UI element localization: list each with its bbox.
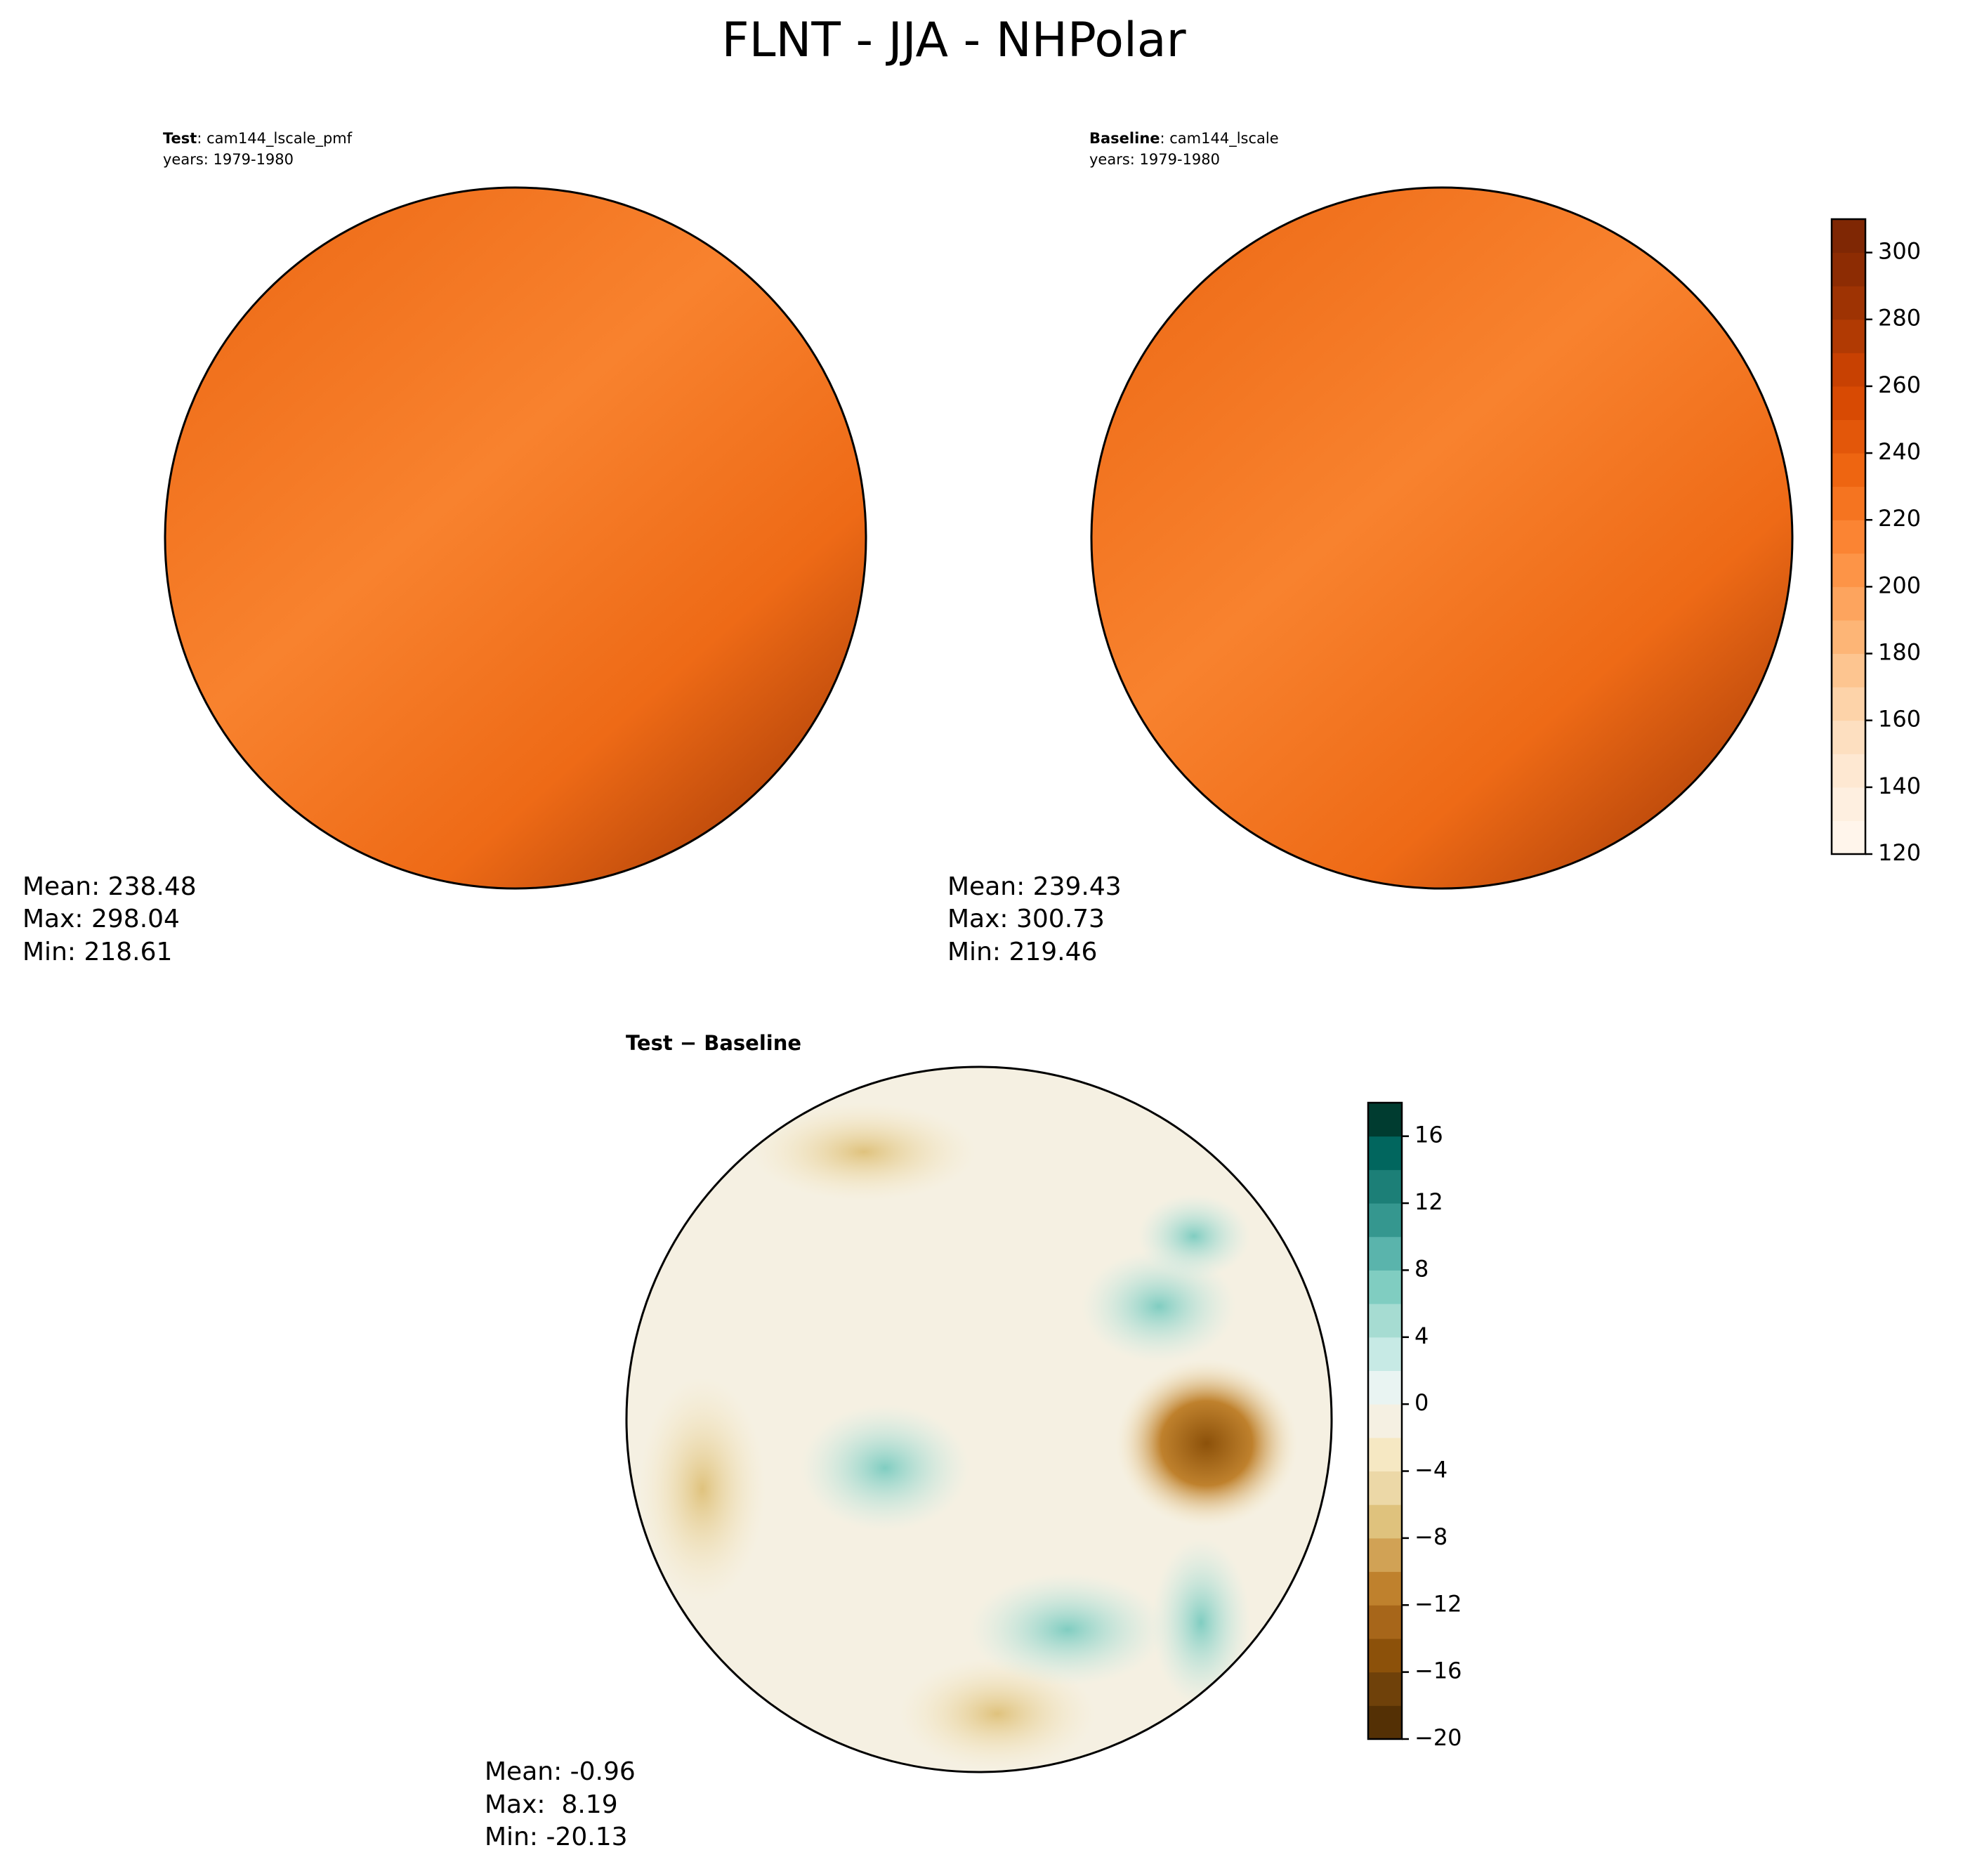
colorbar-band	[1832, 486, 1865, 520]
colorbar-band	[1368, 1672, 1402, 1706]
colorbar-tick-label: 0	[1414, 1389, 1429, 1416]
stat: Min: 219.46	[947, 938, 1097, 966]
colorbar-band	[1368, 1103, 1402, 1137]
colorbar-band	[1368, 1638, 1402, 1673]
colorbar-band	[1832, 619, 1865, 655]
colorbar-tick-label: 8	[1414, 1255, 1429, 1282]
colorbar-band	[1368, 1437, 1402, 1472]
colorbar-tick-label: 180	[1878, 639, 1921, 666]
colorbars: 120140160180200220240260280300−20−16−12−…	[1367, 218, 1921, 1751]
colorbar-frame	[1830, 218, 1867, 855]
map	[164, 186, 867, 890]
colorbar-frame	[1367, 1101, 1403, 1740]
colorbar-tick-label: 16	[1414, 1122, 1443, 1148]
stat: Min: -20.13	[485, 1823, 628, 1851]
panel-label: Test − Baseline	[626, 1031, 801, 1055]
colorbar-tick-label: 160	[1878, 706, 1921, 733]
colorbar-band	[1832, 252, 1865, 287]
colorbar-band	[1368, 1304, 1402, 1338]
colorbar-band	[1832, 219, 1865, 254]
stat: Max: 298.04	[22, 905, 180, 933]
panel-label: Test: cam144_lscale_pmf	[163, 130, 353, 147]
panel-test: Test: cam144_lscale_pmf years: 1979-1980…	[22, 130, 867, 966]
map-field	[639, 1103, 1298, 1770]
figure-title: FLNT - JJA - NHPolar	[721, 13, 1186, 68]
colorbar-band	[1832, 520, 1865, 554]
colorbar-tick-label: 240	[1878, 438, 1921, 465]
colorbar-band	[1832, 353, 1865, 387]
panel-label: Baseline: cam144_lscale	[1089, 130, 1279, 147]
colorbar-band	[1368, 1236, 1402, 1271]
stat: Min: 218.61	[22, 938, 172, 966]
colorbar-band	[1832, 820, 1865, 855]
case-text: : cam144_lscale_pmf	[197, 130, 352, 147]
stat: Mean: 238.48	[22, 872, 197, 901]
stat: Mean: -0.96	[485, 1757, 636, 1786]
colorbar-band	[1368, 1270, 1402, 1304]
colorbar-band	[1368, 1370, 1402, 1405]
colorbar-band	[1832, 319, 1865, 353]
colorbar-tick-label: 140	[1878, 773, 1921, 799]
panel-baseline: Baseline: cam144_lscale years: 1979-1980…	[947, 130, 1794, 966]
colorbar-tick-label: −8	[1414, 1523, 1447, 1550]
stat: Max: 300.73	[947, 905, 1105, 933]
colorbar-tick-label: 220	[1878, 505, 1921, 532]
case-name: Baseline	[1089, 130, 1160, 147]
colorbar-tick-label: −16	[1414, 1658, 1462, 1684]
colorbar-band	[1368, 1471, 1402, 1505]
colorbar-band	[1368, 1404, 1402, 1438]
colorbar-tick-label: −4	[1414, 1457, 1447, 1483]
colorbar-band	[1832, 653, 1865, 688]
colorbar-band	[1368, 1169, 1402, 1204]
stat: Mean: 239.43	[947, 872, 1122, 901]
colorbar-tick-label: 120	[1878, 839, 1921, 866]
colorbar-tick-label: 4	[1414, 1323, 1429, 1349]
colorbar-band	[1368, 1705, 1402, 1740]
colorbar-band	[1832, 419, 1865, 454]
colorbar-band	[1368, 1537, 1402, 1573]
panel-difference: Test − Baseline Mean: -0.96 Max: 8.19 Mi…	[485, 1031, 1333, 1851]
colorbar-tick-label: 12	[1414, 1188, 1443, 1215]
colorbar-band	[1368, 1571, 1402, 1606]
colorbar-tick-label: −20	[1414, 1724, 1462, 1751]
colorbar-band	[1832, 553, 1865, 587]
map	[1090, 186, 1794, 890]
colorbar-band	[1832, 720, 1865, 754]
colorbar-tick-label: 300	[1878, 238, 1921, 265]
case-text: : cam144_lscale	[1160, 130, 1279, 147]
years: years: 1979-1980	[1089, 151, 1220, 168]
colorbar-band	[1832, 754, 1865, 788]
colorbar-band	[1368, 1605, 1402, 1639]
colorbar-tick-label: 260	[1878, 372, 1921, 398]
colorbar-band	[1368, 1136, 1402, 1170]
years: years: 1979-1980	[163, 151, 294, 168]
colorbar-band	[1832, 286, 1865, 320]
case-name: Test	[163, 130, 197, 147]
colorbar-band	[1368, 1504, 1402, 1539]
colorbar-band	[1832, 687, 1865, 721]
colorbar-band	[1368, 1203, 1402, 1238]
colorbar-band	[1832, 386, 1865, 420]
stat: Max: 8.19	[485, 1790, 618, 1819]
colorbar-tick-label: −12	[1414, 1590, 1462, 1617]
colorbar-band	[1832, 787, 1865, 821]
colorbar-tick-label: 280	[1878, 305, 1921, 332]
map-outline	[625, 1065, 1333, 1773]
colorbar-tick-label: 200	[1878, 572, 1921, 598]
colorbar-band	[1368, 1337, 1402, 1371]
colorbar-band	[1832, 586, 1865, 621]
colorbar-band	[1832, 453, 1865, 487]
